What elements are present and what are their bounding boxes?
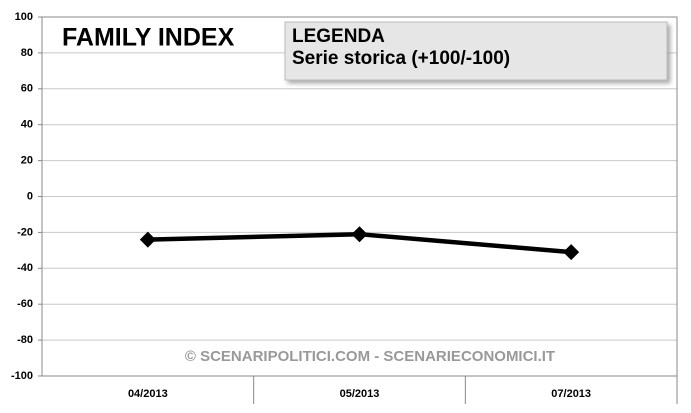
legend-title: LEGENDA <box>292 26 385 47</box>
marker <box>351 226 368 243</box>
y-tick-label: 40 <box>21 119 33 131</box>
x-tick-label: 05/2013 <box>340 388 380 400</box>
y-tick-label: -80 <box>17 334 33 346</box>
y-tick-label: 60 <box>21 83 33 95</box>
watermark: © SCENARIPOLITICI.COM - SCENARIECONOMICI… <box>185 348 555 365</box>
y-tick-label: -60 <box>17 298 33 310</box>
y-tick-label: 20 <box>21 155 33 167</box>
marker <box>563 244 580 261</box>
chart-title: FAMILY INDEX <box>62 24 235 52</box>
y-tick-label: -20 <box>17 226 33 238</box>
y-tick-label: 100 <box>15 11 33 23</box>
y-tick-label: -40 <box>17 262 33 274</box>
marker <box>139 231 156 248</box>
x-tick-label: 07/2013 <box>551 388 591 400</box>
legend-entry: Serie storica (+100/-100) <box>292 48 510 69</box>
y-tick-label: 80 <box>21 47 33 59</box>
y-tick-label: -100 <box>11 370 33 382</box>
legend-box <box>284 21 668 81</box>
x-tick-label: 04/2013 <box>128 388 168 400</box>
y-tick-label: 0 <box>27 190 33 202</box>
